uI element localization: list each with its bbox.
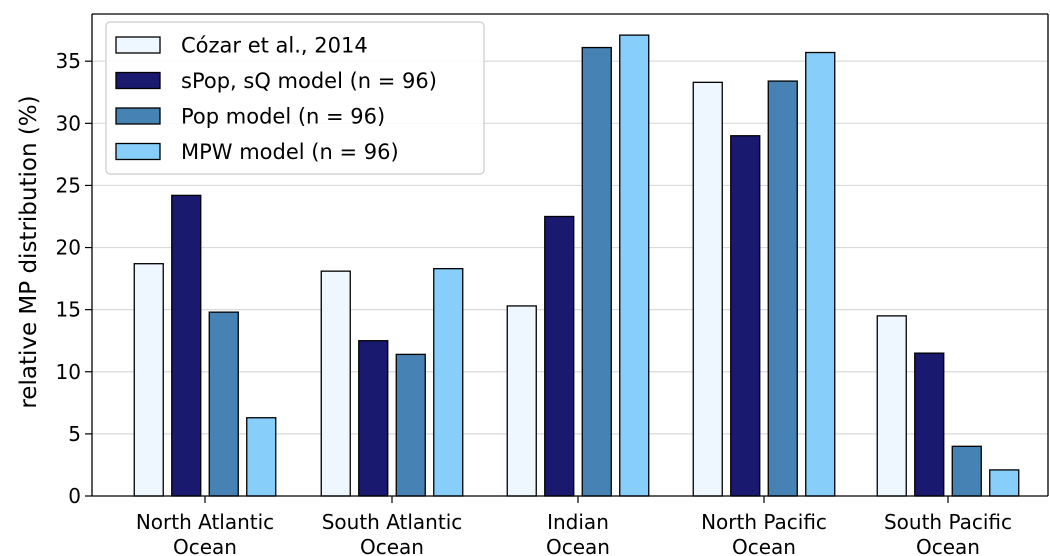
x-tick-label: South Atlantic [322, 510, 463, 534]
y-tick-label: 20 [56, 236, 81, 260]
y-tick-label: 35 [56, 49, 81, 73]
legend-entry: Cózar et al., 2014 [181, 34, 368, 58]
bar [544, 215, 575, 497]
x-tick-label: Ocean [173, 535, 237, 556]
y-tick-label: 25 [56, 173, 81, 197]
bar [208, 311, 239, 497]
bar [171, 194, 202, 497]
x-tick-label: Ocean [360, 535, 424, 556]
bar [358, 340, 389, 497]
bar [876, 315, 907, 497]
bar [692, 81, 723, 497]
x-tick-label: Ocean [732, 535, 796, 556]
x-tick-label: North Pacific [701, 510, 827, 534]
y-tick-label: 0 [68, 484, 81, 508]
legend-swatch [115, 142, 161, 161]
bars [133, 34, 1020, 497]
bar [433, 268, 464, 497]
bar [320, 270, 351, 497]
x-tick-label: Indian [547, 510, 609, 534]
bar [951, 445, 982, 497]
legend-swatch [115, 71, 161, 90]
x-tick-label: Ocean [916, 535, 980, 556]
y-tick-label: 5 [68, 422, 81, 446]
bar [133, 263, 164, 497]
legend-entry: Pop model (n = 96) [181, 105, 385, 129]
y-tick-label: 15 [56, 298, 81, 322]
bar [767, 80, 798, 497]
bar [619, 34, 650, 497]
y-tick-label: 10 [56, 360, 81, 384]
bar [914, 352, 945, 497]
x-tick-label: North Atlantic [136, 510, 274, 534]
x-tick-label: South Pacific [884, 510, 1012, 534]
bar [246, 417, 277, 497]
legend-box [105, 21, 485, 175]
legend-entry: sPop, sQ model (n = 96) [181, 69, 437, 93]
axes [91, 13, 1049, 497]
bar [989, 469, 1020, 497]
legend: Cózar et al., 2014 sPop, sQ model (n = 96… [105, 21, 485, 175]
legend-entry: MPW model (n = 96) [181, 140, 399, 164]
legend-swatch [115, 36, 161, 54]
y-tick-label: 30 [56, 111, 81, 135]
bar [805, 51, 836, 497]
bar [506, 305, 537, 497]
bar [395, 353, 426, 497]
x-tick-label: Ocean [546, 535, 610, 556]
y-ticks: 0 5 10 15 20 25 30 35 [56, 49, 92, 508]
bar [730, 135, 761, 497]
bar [581, 46, 612, 497]
y-axis-label: relative MP distribution (%) [16, 95, 42, 408]
legend-swatch [115, 107, 161, 125]
